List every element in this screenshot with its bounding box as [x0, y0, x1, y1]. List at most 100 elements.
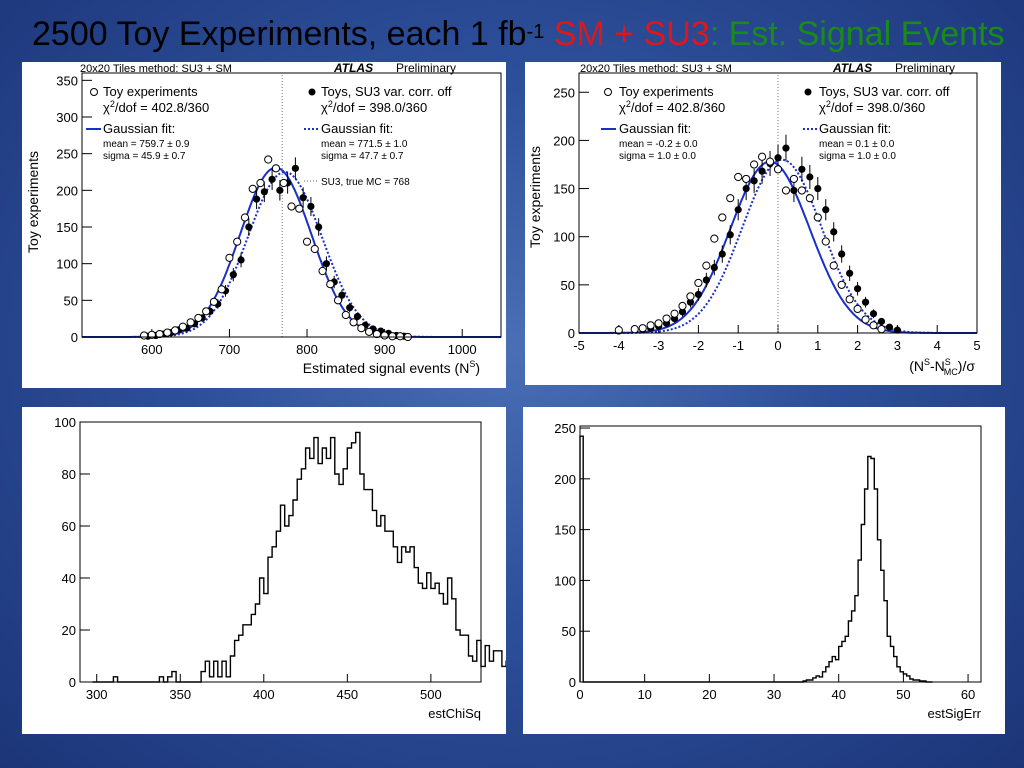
- x-tick-label: 800: [296, 342, 318, 357]
- open-point: [742, 174, 751, 184]
- y-tick-label: 0: [71, 330, 78, 345]
- chart-estimated-signal: 600 700 800 900 1000 0 50 100 150 200 250 300 350 20…: [25, 62, 502, 376]
- open-point: [240, 213, 250, 222]
- open-point: [364, 327, 374, 336]
- filled-point: [346, 304, 354, 312]
- legend-right: Toys, SU3 var. corr. off χ2/dof = 398.0/…: [304, 84, 452, 188]
- gaussian-fit-open-line: [82, 166, 501, 338]
- filled-point: [758, 167, 766, 175]
- filled-marker-icon: [804, 88, 812, 96]
- x-tick-label: 0: [774, 338, 781, 353]
- legend-open-label: Toy experiments: [619, 84, 714, 99]
- y-tick-label: 200: [554, 472, 576, 487]
- open-point: [326, 280, 335, 289]
- open-point: [163, 328, 172, 337]
- x-tick-label: -2: [693, 338, 705, 353]
- legend-right: Toys, SU3 var. corr. off χ2/dof = 398.0/…: [803, 84, 950, 162]
- open-point: [349, 318, 358, 327]
- legend-open-sigma: sigma = 45.9 ± 0.7: [103, 151, 186, 162]
- y-tick-label: 100: [54, 415, 76, 430]
- open-point: [139, 331, 149, 340]
- title-exponent: -1: [526, 21, 545, 43]
- open-point: [670, 309, 679, 318]
- open-point: [310, 244, 319, 254]
- plot-area: 0 10 20 30 40 50 60 0 50 100 150 200 250: [554, 421, 975, 702]
- legend-filled-chi2: χ2/dof = 398.0/360: [321, 99, 427, 115]
- filled-point: [276, 186, 284, 194]
- x-tick-label: 1: [814, 338, 821, 353]
- filled-point: [877, 317, 886, 326]
- y-tick-label: 250: [554, 421, 576, 436]
- filled-point: [702, 276, 710, 284]
- chart-panel-estsigerr: 0 10 20 30 40 50 60 0 50 100 150 200 250 estSigErr: [523, 407, 1005, 734]
- filled-point: [846, 269, 854, 277]
- x-tick-label: 20: [702, 687, 716, 702]
- open-point: [380, 331, 389, 340]
- histogram-outline: [579, 435, 933, 683]
- open-point: [388, 332, 397, 341]
- y-tick-label: 100: [56, 257, 78, 272]
- y-tick-label: 0: [569, 675, 576, 690]
- open-point: [171, 326, 180, 335]
- chart-header: 20x20 Tiles method: SU3 + SM ATLAS Preli…: [580, 62, 955, 75]
- filled-point: [291, 164, 299, 172]
- open-point: [694, 278, 703, 288]
- x-tick-label: 400: [253, 687, 275, 702]
- y-tick-label: 150: [56, 220, 78, 235]
- legend-truth-label: SU3, true MC = 768: [321, 177, 410, 188]
- open-point: [186, 318, 195, 327]
- header-method: 20x20 Tiles method: SU3 + SM: [580, 63, 732, 75]
- filled-point: [822, 206, 830, 214]
- x-tick-label: 10: [637, 687, 651, 702]
- x-tick-label: 300: [86, 687, 108, 702]
- plot-area: 300 350 400 450 500 0 20 40 60 80 100: [54, 415, 506, 702]
- filled-point: [750, 177, 758, 185]
- open-point: [813, 213, 822, 222]
- x-axis-label: estChiSq: [428, 706, 481, 721]
- legend-open-chi2: χ2/dof = 402.8/360: [619, 99, 725, 115]
- open-point: [853, 304, 862, 314]
- open-point: [217, 285, 226, 294]
- x-tick-label: 350: [169, 687, 191, 702]
- y-tick-label: 40: [62, 571, 76, 586]
- legend-filled-sigma: sigma = 1.0 ± 0.0: [819, 151, 896, 162]
- legend-filled-fit: Gaussian fit:: [321, 121, 393, 136]
- legend-open-mean: mean = -0.2 ± 0.0: [619, 139, 698, 150]
- open-point: [372, 329, 381, 339]
- filled-marker-icon: [308, 88, 316, 96]
- legend-left: Toy experiments χ2/dof = 402.8/360 Gauss…: [86, 84, 209, 162]
- open-point: [295, 204, 304, 213]
- y-tick-label: 300: [56, 110, 78, 125]
- x-tick-label: -1: [732, 338, 744, 353]
- gaussian-fit-open-line: [579, 160, 977, 334]
- y-tick-label: 60: [62, 519, 76, 534]
- x-tick-label: 5: [973, 338, 980, 353]
- filled-point: [893, 326, 901, 334]
- open-point: [248, 184, 257, 193]
- open-point: [797, 186, 806, 195]
- plot-frame: [578, 72, 978, 334]
- y-tick-label: 0: [568, 326, 575, 341]
- legend-filled-mean: mean = 771.5 ± 1.0: [321, 139, 408, 150]
- filled-point: [861, 298, 870, 306]
- open-point: [805, 194, 814, 203]
- filled-point: [260, 188, 268, 196]
- y-tick-label: 150: [554, 523, 576, 538]
- x-tick-label: 30: [767, 687, 781, 702]
- open-point: [302, 237, 312, 246]
- filled-point: [782, 144, 790, 152]
- y-tick-label: 200: [553, 133, 575, 148]
- legend-open-fit: Gaussian fit:: [619, 121, 691, 136]
- y-axis-label: Toy experiments: [527, 146, 543, 248]
- header-method: 20x20 Tiles method: SU3 + SM: [80, 63, 232, 75]
- filled-point: [353, 312, 362, 321]
- legend-open-mean: mean = 759.7 ± 0.9: [103, 139, 190, 150]
- y-tick-label: 0: [69, 675, 76, 690]
- legend-filled-label: Toys, SU3 var. corr. off: [321, 84, 452, 99]
- filled-point: [774, 154, 782, 162]
- open-point: [256, 178, 265, 188]
- open-point: [233, 237, 242, 246]
- y-tick-label: 200: [56, 183, 78, 198]
- open-point: [734, 172, 743, 182]
